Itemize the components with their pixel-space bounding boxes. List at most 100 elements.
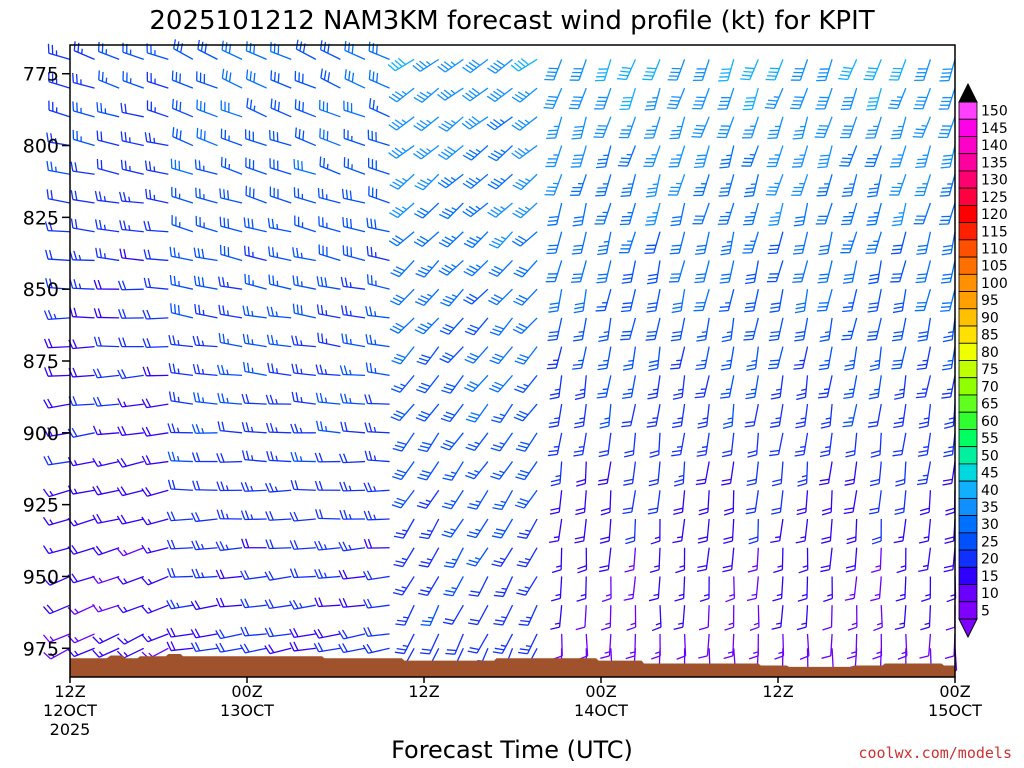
colorbar-label: 70 (981, 379, 999, 395)
wind-barb (117, 369, 144, 380)
wind-barb (239, 643, 267, 654)
wind-barb (141, 487, 169, 497)
wind-barb (722, 547, 735, 573)
wind-barb (619, 231, 637, 254)
wind-barb (42, 516, 71, 526)
wind-barb (720, 231, 735, 256)
wind-barb (196, 99, 218, 118)
wind-barb (914, 289, 932, 312)
wind-barb (368, 69, 390, 89)
wind-barb (196, 71, 218, 89)
wind-barb (695, 461, 710, 486)
wind-barb (464, 317, 489, 336)
wind-barb (621, 260, 637, 284)
wind-barb (437, 58, 464, 73)
wind-barb (67, 485, 95, 495)
wind-barb (623, 432, 637, 458)
wind-barb (723, 518, 735, 545)
wind-barb (598, 432, 612, 458)
wind-barb (445, 633, 464, 655)
wind-barb (92, 647, 120, 658)
wind-barb (842, 260, 858, 284)
wind-barb (93, 308, 120, 319)
wind-barb (142, 366, 169, 377)
wind-barb (697, 404, 710, 429)
wind-barb (215, 629, 243, 640)
wind-barb (464, 346, 489, 364)
wind-barb (42, 604, 71, 615)
wind-barb (216, 481, 243, 492)
wind-barb (67, 427, 95, 438)
wind-barb (265, 422, 292, 434)
wind-barb (667, 59, 686, 81)
wind-barb (672, 518, 686, 544)
wind-barb (490, 432, 514, 452)
colorbar-swatch (958, 515, 978, 534)
wind-barb (316, 420, 341, 434)
wind-barb (92, 425, 120, 436)
wind-barb (747, 432, 759, 458)
wind-barb (412, 58, 440, 72)
wind-barb (319, 40, 341, 60)
wind-barb (318, 216, 341, 233)
wind-barb (343, 100, 366, 118)
wind-barb (243, 361, 267, 377)
wind-barb (192, 480, 218, 491)
wind-barb (218, 304, 243, 319)
colorbar-label: 145 (981, 121, 1008, 137)
wind-barb (696, 547, 710, 572)
colorbar-label: 40 (981, 483, 999, 499)
wind-barb (42, 633, 71, 643)
wind-barb (493, 576, 514, 598)
wind-barb (219, 216, 243, 233)
wind-barb (221, 68, 243, 89)
wind-barb (821, 633, 833, 659)
wind-barb (894, 605, 907, 631)
wind-barb (766, 260, 784, 283)
wind-barb (719, 375, 735, 399)
wind-barb (241, 393, 267, 405)
wind-barb (695, 231, 710, 255)
wind-barb (120, 159, 144, 175)
wind-barb (289, 599, 316, 610)
wind-barb (645, 174, 661, 198)
wind-barb (573, 432, 587, 457)
wind-barb (487, 202, 513, 218)
colorbar-swatch (958, 497, 978, 517)
wind-barb (338, 569, 366, 580)
wind-barb (491, 403, 514, 424)
wind-barb (46, 189, 71, 204)
wind-barb (618, 116, 637, 139)
wind-barb (266, 334, 292, 348)
wind-barb (569, 174, 587, 196)
wind-barb (516, 547, 538, 568)
wind-barb (794, 289, 809, 314)
wind-barb (219, 188, 243, 204)
wind-barb (512, 317, 538, 335)
wind-barb (169, 246, 194, 262)
wind-barb (816, 59, 833, 82)
wind-barb (116, 633, 145, 645)
colorbar-label: 50 (981, 448, 999, 464)
wind-barb (893, 518, 907, 544)
wind-barb (171, 186, 194, 204)
wind-barb (269, 186, 292, 204)
wind-barb (769, 289, 784, 313)
wind-barb (694, 260, 710, 284)
wind-barb (944, 633, 956, 660)
wind-barb (597, 346, 612, 371)
wind-barb (43, 338, 71, 349)
colorbar-label: 100 (981, 276, 1008, 292)
wind-barb (651, 633, 661, 660)
wind-barb (319, 99, 341, 118)
wind-barb (440, 288, 464, 307)
wind-barb (462, 58, 489, 74)
wind-barb (889, 145, 907, 168)
wind-barb (67, 633, 95, 644)
wind-barb (594, 202, 612, 225)
wind-barb (844, 461, 858, 486)
wind-barb (744, 289, 759, 313)
wind-barb (597, 461, 612, 486)
wind-barb (945, 605, 956, 631)
wind-barb (770, 518, 784, 544)
